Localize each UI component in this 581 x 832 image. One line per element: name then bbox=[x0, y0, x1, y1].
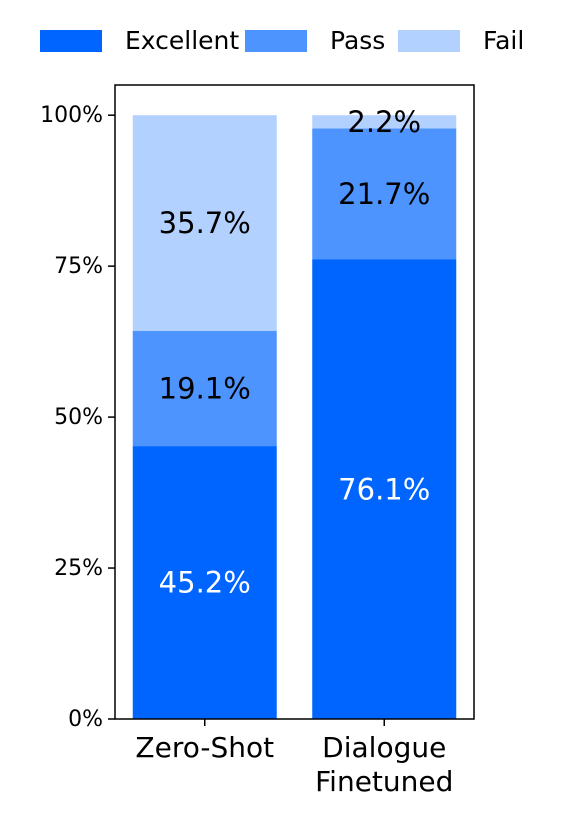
x-tick-label-box: Dialogue Finetuned bbox=[315, 731, 454, 798]
bar-segment bbox=[132, 446, 277, 719]
x-tick-label: Dialogue Finetuned bbox=[315, 731, 454, 798]
y-tick-label: 25% bbox=[54, 556, 103, 581]
value-label: 2.2% bbox=[347, 105, 421, 139]
value-label: 35.7% bbox=[159, 206, 251, 240]
y-tick-label: 0% bbox=[68, 707, 103, 732]
bar-segment bbox=[312, 128, 457, 260]
y-tick-label: 75% bbox=[54, 254, 103, 279]
bar-segment bbox=[312, 115, 457, 129]
bar-segment bbox=[312, 259, 457, 719]
value-label: 21.7% bbox=[338, 177, 430, 211]
axes-frame bbox=[114, 84, 475, 720]
y-tick-label: 100% bbox=[40, 103, 103, 128]
x-tick-label-box: Zero-Shot bbox=[135, 731, 275, 764]
legend-label: Fail bbox=[483, 26, 524, 55]
legend-swatch bbox=[245, 30, 307, 52]
y-tick-label: 50% bbox=[54, 405, 103, 430]
bar-segment bbox=[132, 115, 277, 331]
value-label: 19.1% bbox=[159, 371, 251, 405]
x-tick-label: Zero-Shot bbox=[135, 731, 275, 764]
legend-swatch bbox=[40, 30, 102, 52]
legend-label: Excellent bbox=[125, 26, 239, 55]
value-label: 45.2% bbox=[159, 566, 251, 600]
bar-segment bbox=[132, 330, 277, 447]
legend-label: Pass bbox=[330, 26, 385, 55]
legend-swatch bbox=[398, 30, 460, 52]
value-label: 76.1% bbox=[338, 472, 430, 506]
